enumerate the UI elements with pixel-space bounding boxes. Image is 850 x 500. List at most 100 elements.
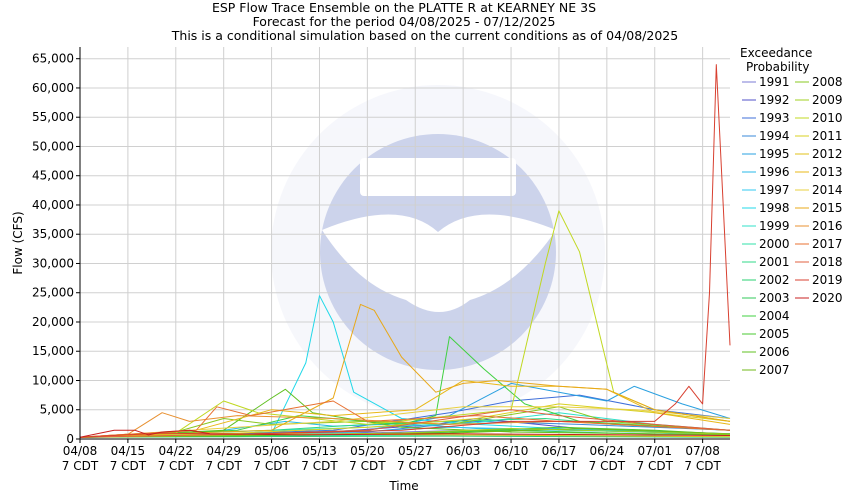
- legend-label: 2009: [812, 93, 843, 107]
- legend-item-2001: 2001: [742, 255, 790, 269]
- legend-label: 1994: [759, 129, 790, 143]
- legend-item-1997: 1997: [742, 183, 790, 197]
- legend-item-2002: 2002: [742, 273, 790, 287]
- y-tick-label: 15,000: [32, 344, 74, 358]
- legend-item-2009: 2009: [795, 93, 843, 107]
- y-tick-label: 30,000: [32, 256, 74, 270]
- x-tick-label-date: 05/13: [302, 444, 337, 458]
- series-line-2014: [79, 406, 731, 438]
- series-lines: [79, 64, 731, 438]
- x-tick-label-date: 05/20: [350, 444, 385, 458]
- legend-label: 1991: [759, 75, 790, 89]
- x-tick-label-date: 05/06: [254, 444, 289, 458]
- legend-label: 2005: [759, 327, 790, 341]
- legend-label: 2006: [759, 345, 790, 359]
- x-tick-label-time: 7 CDT: [205, 459, 242, 473]
- x-tick-label-date: 06/17: [542, 444, 577, 458]
- legend-label: 2007: [759, 363, 790, 377]
- x-tick-label-time: 7 CDT: [589, 459, 626, 473]
- chart-title-line-1: ESP Flow Trace Ensemble on the PLATTE R …: [212, 0, 596, 15]
- x-tick-label-time: 7 CDT: [301, 459, 338, 473]
- legend-item-2019: 2019: [795, 273, 843, 287]
- legend-item-2016: 2016: [795, 219, 843, 233]
- x-axis-label: Time: [388, 479, 418, 493]
- legend-label: 2013: [812, 165, 843, 179]
- legend-item-2010: 2010: [795, 111, 843, 125]
- legend-item-2014: 2014: [795, 183, 843, 197]
- y-tick-label: 10,000: [32, 373, 74, 387]
- legend-item-1998: 1998: [742, 201, 790, 215]
- legend-label: 2000: [759, 237, 790, 251]
- legend-label: 2018: [812, 255, 843, 269]
- x-tick-label-date: 06/03: [446, 444, 481, 458]
- legend: 1991 1992 1993 1994 1995 1996 1997 1998 1999 2000…: [742, 75, 843, 377]
- legend-item-1993: 1993: [742, 111, 790, 125]
- legend-item-1999: 1999: [742, 219, 790, 233]
- y-axis-ticks: 0 5,000 10,000 15,000 20,000 25,000 30,000 35,0…: [32, 52, 80, 446]
- x-tick-label-time: 7 CDT: [62, 459, 99, 473]
- legend-item-1994: 1994: [742, 129, 790, 143]
- legend-item-2020: 2020: [795, 291, 843, 305]
- legend-label: 1992: [759, 93, 790, 107]
- x-tick-label-date: 04/29: [206, 444, 241, 458]
- x-tick-label-date: 04/15: [111, 444, 146, 458]
- series-line-2016: [79, 412, 731, 438]
- y-tick-label: 20,000: [32, 315, 74, 329]
- legend-item-2005: 2005: [742, 327, 790, 341]
- legend-title-line-1: Exceedance: [740, 46, 812, 60]
- legend-item-2003: 2003: [742, 291, 790, 305]
- x-tick-label-date: 07/08: [685, 444, 720, 458]
- legend-item-2013: 2013: [795, 165, 843, 179]
- legend-label: 2003: [759, 291, 790, 305]
- y-tick-label: 35,000: [32, 227, 74, 241]
- legend-item-2015: 2015: [795, 201, 843, 215]
- y-tick-label: 25,000: [32, 286, 74, 300]
- legend-label: 2019: [812, 273, 843, 287]
- legend-label: 2008: [812, 75, 843, 89]
- legend-label: 2020: [812, 291, 843, 305]
- legend-item-1991: 1991: [742, 75, 790, 89]
- x-tick-label-time: 7 CDT: [110, 459, 147, 473]
- legend-label: 2014: [812, 183, 843, 197]
- legend-label: 2001: [759, 255, 790, 269]
- legend-label: 2010: [812, 111, 843, 125]
- series-line-2004: [79, 336, 731, 438]
- x-tick-label-time: 7 CDT: [493, 459, 530, 473]
- chart-title-line-2: Forecast for the period 04/08/2025 - 07/…: [253, 14, 556, 29]
- legend-label: 2011: [812, 129, 843, 143]
- x-tick-label-time: 7 CDT: [158, 459, 195, 473]
- legend-item-1992: 1992: [742, 93, 790, 107]
- chart-title-line-3: This is a conditional simulation based o…: [171, 28, 678, 43]
- legend-label: 1999: [759, 219, 790, 233]
- legend-label: 2015: [812, 201, 843, 215]
- legend-label: 1997: [759, 183, 790, 197]
- legend-label: 1998: [759, 201, 790, 215]
- axes: [79, 47, 730, 440]
- legend-item-1995: 1995: [742, 147, 790, 161]
- y-tick-label: 50,000: [32, 139, 74, 153]
- noaa-logo-watermark: [271, 85, 605, 419]
- x-tick-label-time: 7 CDT: [541, 459, 578, 473]
- legend-label: 2017: [812, 237, 843, 251]
- y-tick-label: 40,000: [32, 198, 74, 212]
- grid: [79, 47, 730, 440]
- x-tick-label-time: 7 CDT: [637, 459, 674, 473]
- x-tick-label-date: 06/24: [590, 444, 625, 458]
- legend-label: 2012: [812, 147, 843, 161]
- series-line-1998: [79, 295, 731, 438]
- y-tick-label: 0: [66, 432, 74, 446]
- legend-item-2000: 2000: [742, 237, 790, 251]
- x-tick-label-time: 7 CDT: [253, 459, 290, 473]
- legend-title-line-2: Probability: [746, 60, 809, 74]
- legend-item-2004: 2004: [742, 309, 790, 323]
- y-tick-label: 65,000: [32, 52, 74, 66]
- legend-label: 2002: [759, 273, 790, 287]
- x-tick-label-date: 04/22: [158, 444, 193, 458]
- legend-item-1996: 1996: [742, 165, 790, 179]
- plot-area: [80, 47, 730, 439]
- legend-label: 2004: [759, 309, 790, 323]
- y-tick-label: 55,000: [32, 110, 74, 124]
